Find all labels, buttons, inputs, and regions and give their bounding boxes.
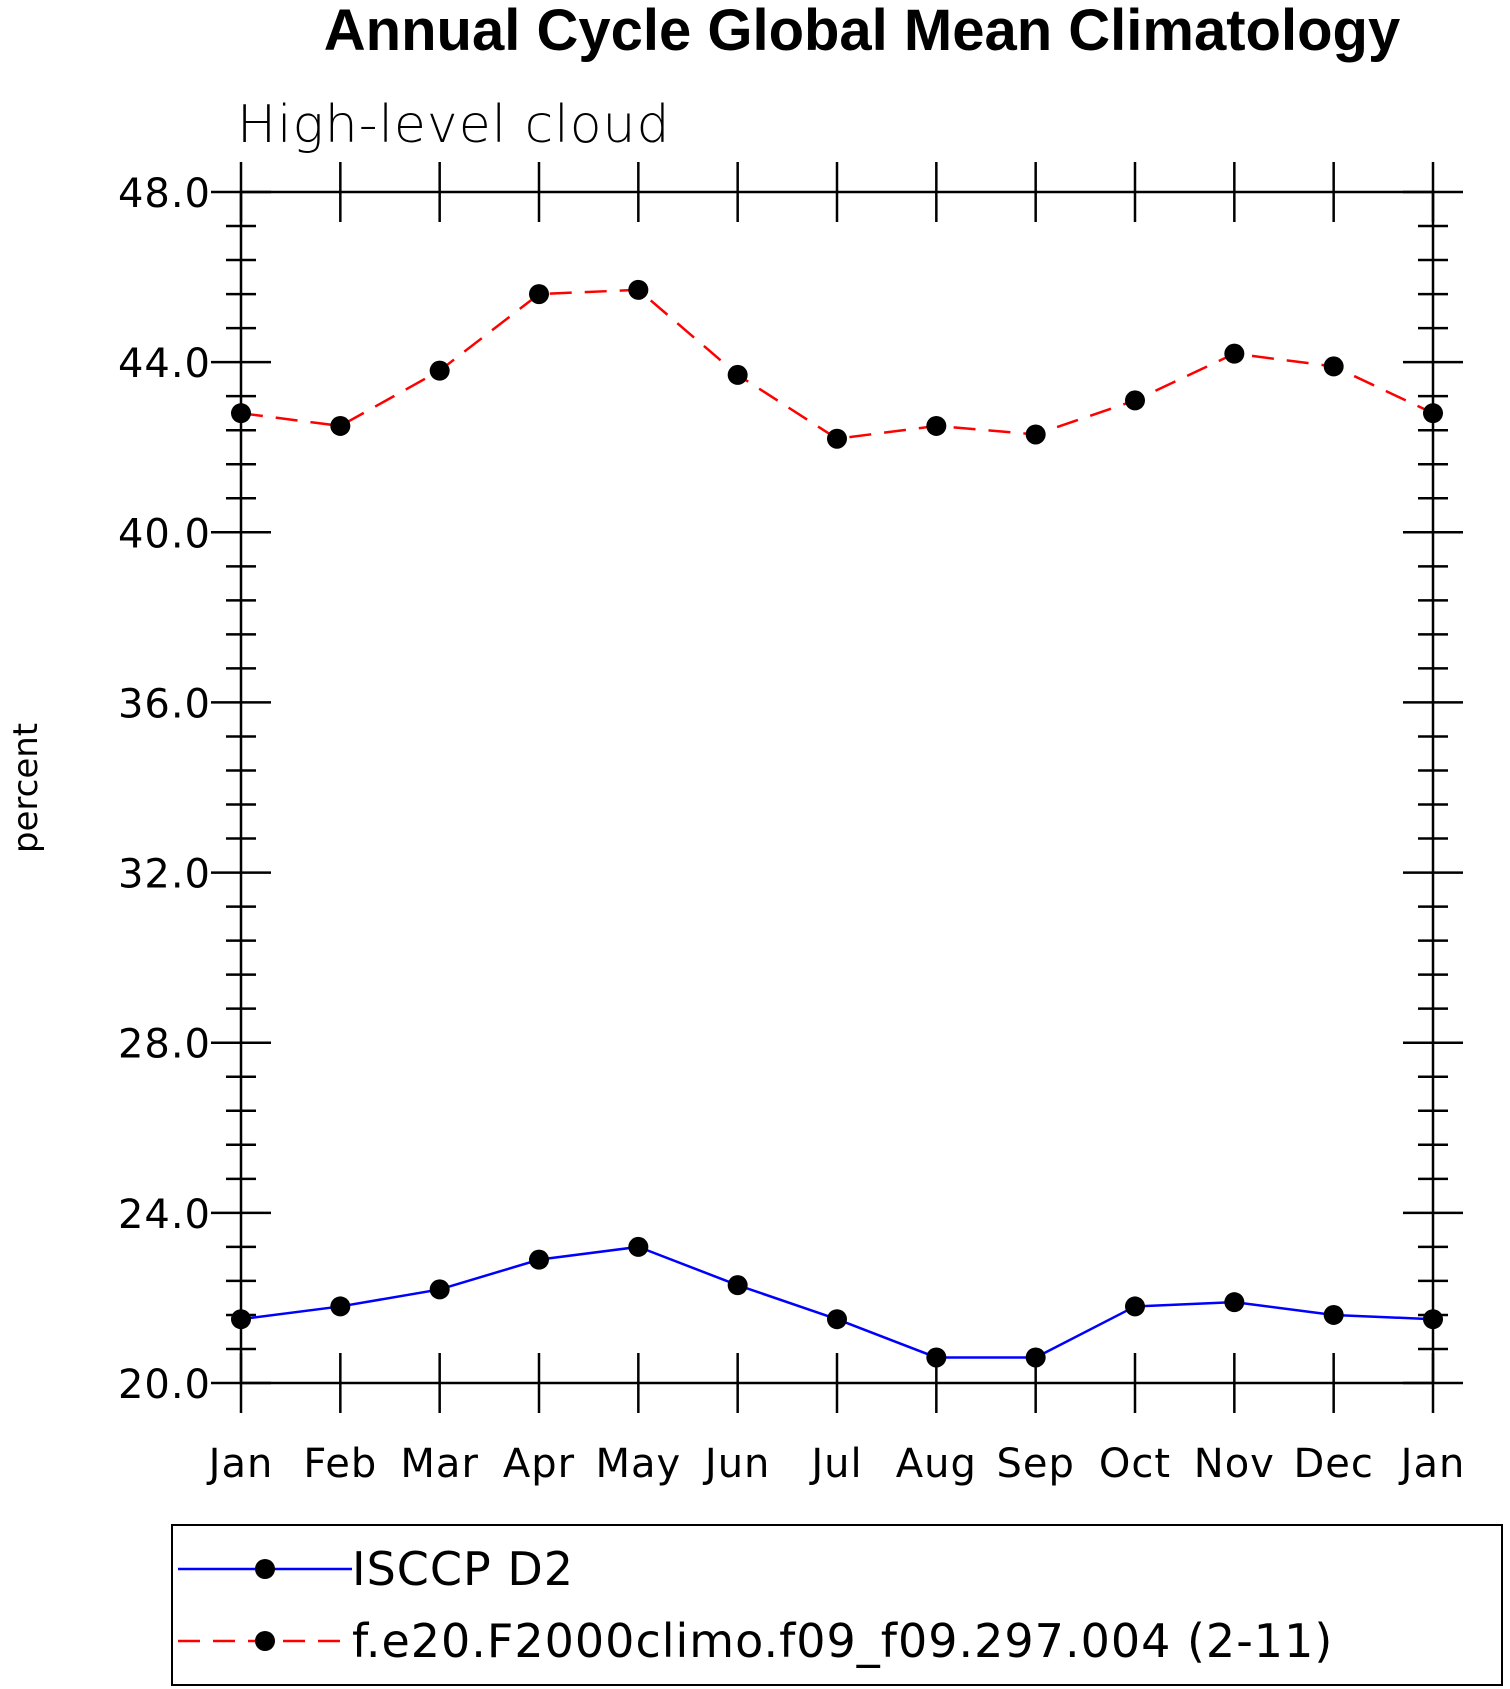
data-point [628, 279, 649, 300]
data-point [827, 428, 847, 449]
legend: ISCCP D2 f.e20.F2000climo.f09_f09.297.004… [171, 1524, 1503, 1686]
x-tick-label: Sep [996, 1441, 1074, 1487]
legend-box [171, 1524, 1503, 1686]
y-tick-label: 44.0 [118, 341, 211, 387]
data-point [1025, 1347, 1046, 1368]
data-point [529, 1249, 549, 1270]
y-tick-label: 24.0 [118, 1192, 211, 1238]
data-point [1323, 356, 1344, 377]
x-tick-label: Apr [503, 1441, 575, 1487]
x-tick-label: Aug [896, 1441, 977, 1487]
x-tick-label: Mar [400, 1441, 478, 1487]
y-tick-label: 36.0 [118, 681, 211, 727]
x-tick-labels: Jan Feb Mar Apr May Jun Jul Aug Sep Oct Nov Dec Jan [206, 1441, 1466, 1487]
x-tick-label: Dec [1293, 1441, 1373, 1487]
data-point [1423, 1309, 1443, 1330]
legend-marker [255, 1559, 275, 1579]
data-point [926, 1347, 947, 1368]
legend-label: f.e20.F2000climo.f09_f09.297.004 (2-11) [352, 1614, 1333, 1668]
data-point [628, 1236, 649, 1257]
data-point [529, 284, 549, 305]
legend-entry-1: f.e20.F2000climo.f09_f09.297.004 (2-11) [178, 1614, 1333, 1668]
y-axis-label: percent [6, 723, 46, 853]
plot-frame [239, 190, 1435, 1385]
data-point [330, 1296, 351, 1317]
series-line [240, 288, 1434, 441]
y-tick-label: 40.0 [118, 511, 211, 557]
data-point [429, 1279, 450, 1300]
data-point [231, 403, 251, 424]
axis-ticks [211, 162, 1463, 1413]
legend-marker [255, 1631, 275, 1651]
data-point [1224, 343, 1245, 364]
data-point [1025, 424, 1046, 445]
chart-subtitle: High-level cloud [237, 95, 670, 155]
x-tick-label: Jul [808, 1441, 862, 1487]
data-point [1423, 403, 1443, 424]
x-tick-label: Feb [303, 1441, 377, 1487]
data-point [727, 364, 748, 385]
data-point [1323, 1304, 1344, 1325]
data-point [330, 415, 351, 436]
data-point [231, 1309, 251, 1330]
data-point [1224, 1292, 1245, 1313]
x-tick-label: May [595, 1441, 681, 1487]
x-tick-label: Jan [206, 1441, 274, 1487]
legend-entry-0: ISCCP D2 [178, 1542, 574, 1596]
x-tick-label: Nov [1194, 1441, 1275, 1487]
chart-title: Annual Cycle Global Mean Climatology [324, 0, 1400, 63]
legend-label: ISCCP D2 [352, 1542, 574, 1596]
series-layer [231, 279, 1443, 1368]
y-tick-labels: 20.0 24.0 28.0 32.0 36.0 40.0 44.0 48.0 [118, 171, 211, 1408]
x-tick-label: Jun [702, 1441, 771, 1487]
x-tick-label: Jan [1398, 1441, 1466, 1487]
y-tick-label: 48.0 [118, 171, 211, 217]
data-point [1125, 390, 1145, 411]
y-tick-label: 32.0 [118, 852, 211, 898]
data-point [1125, 1296, 1145, 1317]
series-0 [231, 1236, 1443, 1368]
y-tick-label: 28.0 [118, 1022, 211, 1068]
series-1 [231, 279, 1443, 449]
data-point [926, 415, 947, 436]
data-point [727, 1275, 748, 1296]
series-line [240, 1245, 1434, 1359]
x-tick-label: Oct [1099, 1441, 1171, 1487]
y-tick-label: 20.0 [118, 1362, 211, 1408]
data-point [429, 360, 450, 381]
data-point [827, 1309, 847, 1330]
